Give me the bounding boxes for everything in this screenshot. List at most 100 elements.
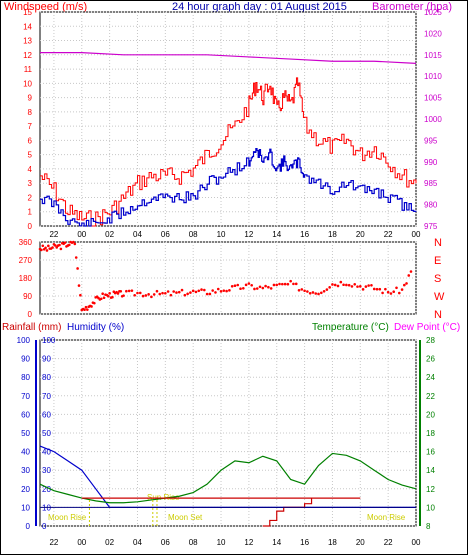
direction-point xyxy=(353,282,357,286)
windspeed-average-line xyxy=(40,148,417,227)
direction-point xyxy=(384,287,387,291)
direction-point xyxy=(339,280,343,284)
x-tick-label-top: 10 xyxy=(217,230,226,239)
direction-point xyxy=(292,282,295,286)
direction-point xyxy=(63,241,67,244)
direction-point xyxy=(300,288,304,291)
humidity-y-tick: 10 xyxy=(21,503,30,512)
direction-point xyxy=(278,282,281,286)
humidity-y-tick-inner: 0 xyxy=(42,522,47,531)
temperature-axis-title: Temperature (°C) xyxy=(312,322,389,333)
direction-point xyxy=(372,287,376,291)
wind-y-tick: 0 xyxy=(28,222,33,231)
direction-point xyxy=(194,290,198,294)
direction-point xyxy=(76,267,79,270)
baro-y-tick: 985 xyxy=(424,179,438,188)
direction-point xyxy=(392,290,396,294)
direction-point xyxy=(333,283,337,287)
direction-point xyxy=(389,292,393,295)
direction-point xyxy=(79,293,82,297)
direction-point xyxy=(272,283,276,287)
direction-point xyxy=(328,286,331,289)
direction-point xyxy=(90,305,93,308)
direction-point xyxy=(242,287,245,290)
wind-panel-frame xyxy=(39,11,417,227)
direction-point xyxy=(219,290,223,293)
direction-point xyxy=(211,289,214,292)
x-tick-label-bottom: 18 xyxy=(328,538,337,547)
baro-y-tick: 975 xyxy=(424,222,438,231)
direction-point xyxy=(203,288,206,292)
direction-point xyxy=(197,289,201,293)
direction-point xyxy=(191,289,195,293)
direction-point xyxy=(108,292,111,295)
humidity-y-tick: 100 xyxy=(17,336,31,345)
direction-point xyxy=(222,289,226,292)
x-tick-label-top: 08 xyxy=(189,230,198,239)
direction-y-tick: 90 xyxy=(23,292,32,301)
direction-point xyxy=(73,242,77,246)
direction-point xyxy=(283,282,287,286)
direction-point xyxy=(397,291,401,295)
humidity-y-tick: 40 xyxy=(21,448,30,457)
humidity-y-tick: 90 xyxy=(21,355,30,364)
direction-point xyxy=(119,289,123,293)
humidity-y-tick: 70 xyxy=(21,392,30,401)
humidity-y-tick-inner: 30 xyxy=(42,466,51,475)
direction-point xyxy=(361,288,365,291)
direction-point xyxy=(40,248,43,252)
direction-point xyxy=(72,240,75,244)
temperature-y-tick: 20 xyxy=(426,410,435,419)
direction-point xyxy=(345,283,348,287)
direction-point xyxy=(297,289,301,292)
direction-point xyxy=(172,290,175,293)
direction-point xyxy=(161,291,164,295)
direction-point xyxy=(350,285,354,288)
direction-point xyxy=(375,287,379,291)
direction-point xyxy=(409,270,413,273)
direction-point xyxy=(127,289,131,293)
direction-point xyxy=(99,297,103,301)
direction-point xyxy=(106,294,110,298)
direction-point xyxy=(122,294,125,297)
compass-label: E xyxy=(434,255,441,267)
direction-point xyxy=(306,290,309,293)
x-tick-label-top: 00 xyxy=(77,230,86,239)
direction-point xyxy=(147,293,150,296)
baro-y-tick: 1010 xyxy=(424,72,442,81)
humidity-y-tick: 0 xyxy=(26,522,31,531)
temperature-y-tick: 12 xyxy=(426,485,435,494)
direction-point xyxy=(116,292,120,295)
direction-point xyxy=(400,288,404,291)
direction-point xyxy=(230,284,234,288)
direction-point xyxy=(186,292,189,296)
humidity-y-tick-inner: 10 xyxy=(42,503,51,512)
baro-y-tick: 1025 xyxy=(424,8,442,17)
direction-point xyxy=(84,305,88,309)
wind-y-tick: 1 xyxy=(28,208,33,217)
temperature-y-tick: 14 xyxy=(426,466,435,475)
direction-point xyxy=(141,294,145,298)
direction-point xyxy=(177,290,181,294)
humidity-y-tick-inner: 100 xyxy=(42,336,56,345)
direction-point xyxy=(130,289,134,292)
direction-point xyxy=(133,293,136,297)
humidity-axis-title: Humidity (%) xyxy=(67,322,124,333)
compass-label: N xyxy=(434,237,442,249)
direction-point xyxy=(395,286,398,290)
x-tick-label-top: 02 xyxy=(105,230,114,239)
humidity-y-tick: 30 xyxy=(21,466,30,475)
direction-point xyxy=(381,291,384,295)
humidity-y-tick: 60 xyxy=(21,410,30,419)
wind-y-tick: 9 xyxy=(28,94,33,103)
direction-point xyxy=(93,301,96,305)
direction-point xyxy=(44,246,47,250)
direction-point xyxy=(250,283,253,287)
direction-point xyxy=(370,283,373,287)
direction-point xyxy=(294,282,298,286)
humidity-y-tick: 20 xyxy=(21,485,30,494)
direction-point xyxy=(138,291,142,295)
direction-point xyxy=(152,293,156,296)
direction-point xyxy=(111,295,114,299)
